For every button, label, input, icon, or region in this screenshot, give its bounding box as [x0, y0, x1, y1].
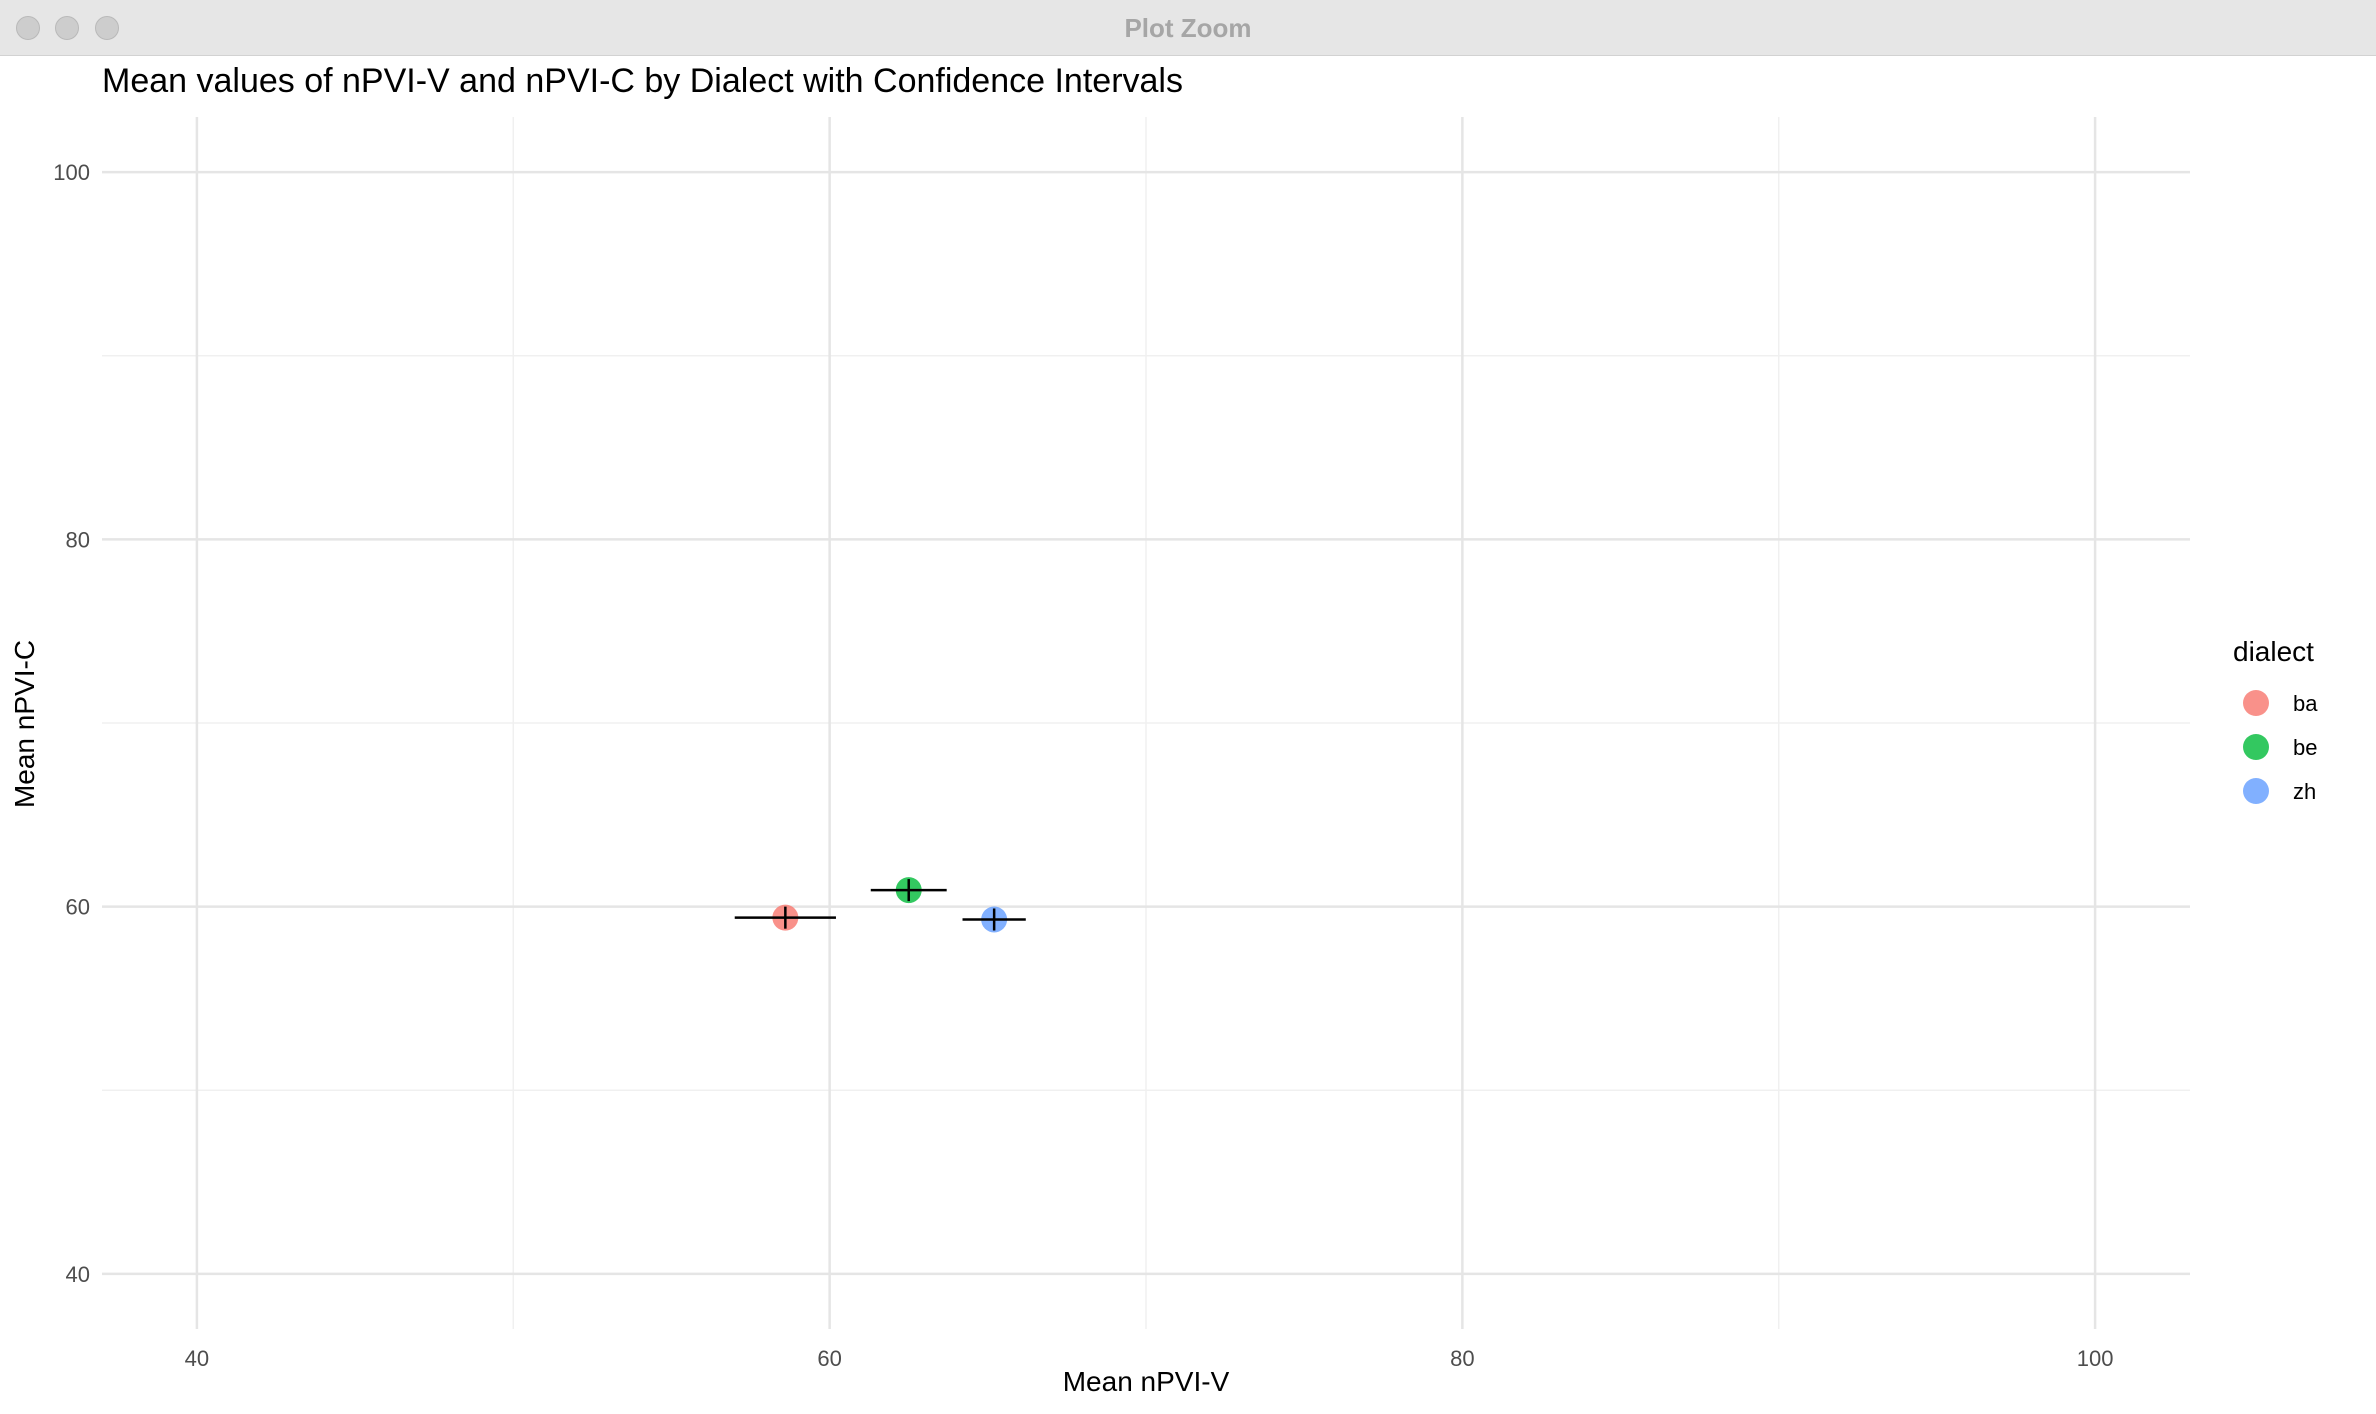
- legend: dialect ba be zh: [2233, 636, 2318, 804]
- legend-item-zh: zh: [2243, 778, 2316, 804]
- y-tick-label: 40: [66, 1262, 90, 1287]
- major-gridlines: [102, 117, 2190, 1329]
- legend-label-be: be: [2293, 735, 2317, 760]
- legend-title: dialect: [2233, 636, 2314, 667]
- legend-item-ba: ba: [2243, 690, 2318, 716]
- series-ba: [734, 904, 836, 931]
- y-tick-label: 100: [53, 160, 90, 185]
- zoom-window-button[interactable]: [95, 16, 119, 40]
- x-tick-label: 80: [1450, 1346, 1474, 1371]
- window-titlebar: Plot Zoom: [0, 0, 2376, 56]
- window-title: Plot Zoom: [1124, 13, 1252, 43]
- legend-label-zh: zh: [2293, 779, 2316, 804]
- x-tick-label: 40: [185, 1346, 209, 1371]
- legend-key-zh: [2243, 778, 2269, 804]
- chart-title: Mean values of nPVI-V and nPVI-C by Dial…: [102, 62, 1183, 100]
- minor-gridlines: [102, 117, 2190, 1329]
- y-axis-label: Mean nPVI-C: [9, 640, 40, 808]
- legend-label-ba: ba: [2293, 691, 2318, 716]
- data-marks: [734, 877, 1026, 933]
- chart-area: 40 60 80 100 40 60 80 100 Mean values of nPVI-…: [0, 56, 2376, 1414]
- y-tick-label: 80: [66, 527, 90, 552]
- x-axis-label: Mean nPVI-V: [1063, 1366, 1230, 1397]
- minimize-window-button[interactable]: [55, 16, 79, 40]
- scatter-chart: 40 60 80 100 40 60 80 100 Mean values of nPVI-…: [9, 62, 2318, 1397]
- x-tick-label: 60: [817, 1346, 841, 1371]
- y-tick-label: 60: [66, 895, 90, 920]
- x-tick-label: 100: [2077, 1346, 2114, 1371]
- legend-item-be: be: [2243, 734, 2317, 760]
- y-axis-tick-labels: 40 60 80 100: [53, 160, 90, 1287]
- series-be: [870, 877, 947, 904]
- legend-key-ba: [2243, 690, 2269, 716]
- series-zh: [962, 906, 1026, 933]
- close-window-button[interactable]: [16, 16, 40, 40]
- legend-key-be: [2243, 734, 2269, 760]
- x-axis-tick-labels: 40 60 80 100: [185, 1346, 2114, 1371]
